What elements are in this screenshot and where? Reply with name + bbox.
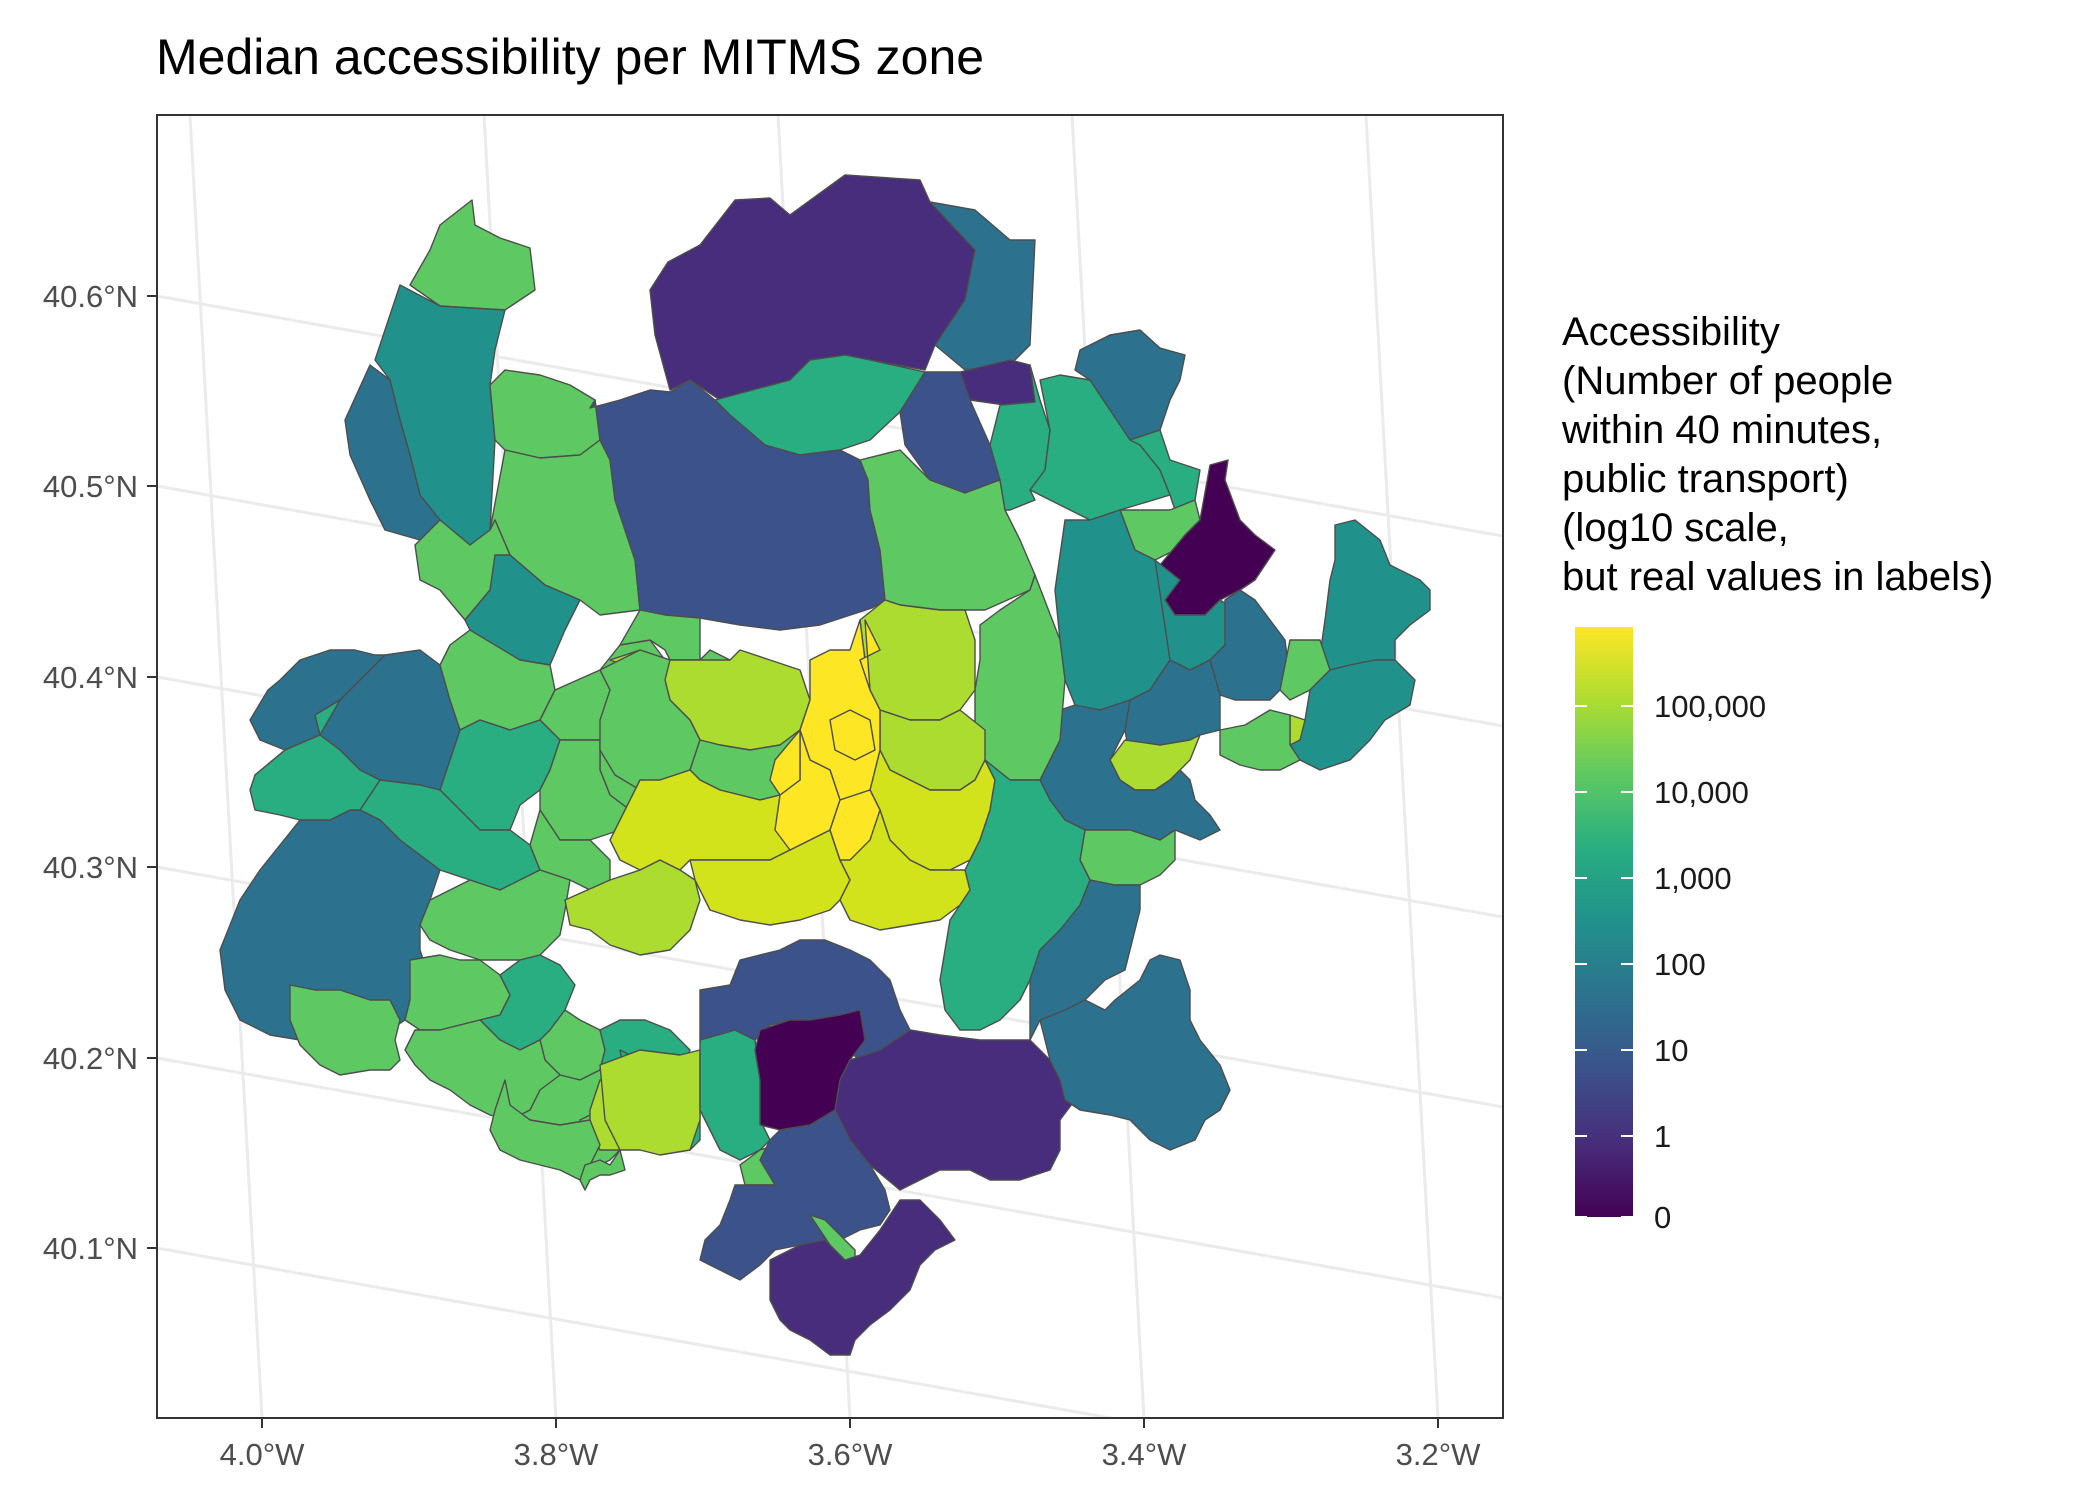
zone-center-lime-ne <box>859 599 976 721</box>
legend-title-line: within 40 minutes, <box>1562 408 1883 452</box>
legend-label: 1 <box>1654 1119 1671 1154</box>
y-tick-label: 40.5°N <box>43 469 138 504</box>
zone-sw-green-mid <box>419 869 571 961</box>
x-tick-label: 3.4°W <box>1102 1437 1187 1472</box>
legend-title-line: public transport) <box>1562 457 1849 501</box>
legend-label: 100 <box>1654 947 1706 982</box>
y-axis-labels: 40.6°N 40.5°N 40.4°N 40.3°N 40.2°N 40.1°… <box>43 279 138 1266</box>
y-tick-label: 40.1°N <box>43 1231 138 1266</box>
legend-title: Accessibility (Number of people within 4… <box>1562 308 1993 602</box>
zone-e-blue-lower <box>1029 879 1141 1041</box>
legend-label: 10,000 <box>1654 775 1749 810</box>
zone-ne-teal-top <box>1074 329 1186 441</box>
zone-w-green-4 <box>619 609 701 661</box>
legend-label: 0 <box>1654 1200 1671 1235</box>
legend-label: 10 <box>1654 1033 1688 1068</box>
panel-border <box>156 114 1504 1419</box>
legend-colorbar <box>1575 627 1633 1217</box>
zone-e-green-2 <box>974 574 1066 781</box>
zone-e-teal-lower <box>939 759 1091 1031</box>
zone-s-purple-bottom <box>769 1199 956 1356</box>
legend-ticks <box>1575 705 1633 1218</box>
legend-title-line: (log10 scale, <box>1562 506 1789 550</box>
graticule-lon-3.2 <box>1364 115 1440 1418</box>
zone-core-4 <box>859 619 881 691</box>
zone-sw-bottom <box>404 1019 561 1121</box>
graticule-lat-40.1 <box>157 1246 1119 1418</box>
y-tick-label: 40.4°N <box>43 660 138 695</box>
zone-se-blue <box>1039 954 1231 1151</box>
y-tick-label: 40.2°N <box>43 1041 138 1076</box>
zones <box>219 174 1431 1356</box>
x-tick-label: 4.0°W <box>220 1437 305 1472</box>
x-axis-ticks <box>261 1418 1439 1428</box>
legend-title-line: (Number of people <box>1562 359 1894 403</box>
legend-labels: 100,000 10,000 1,000 100 10 1 0 <box>1654 689 1766 1235</box>
graticule-lon-4.0 <box>188 115 264 1418</box>
zone-e-green-mid <box>1219 709 1301 771</box>
map-title: Median accessibility per MITMS zone <box>156 29 985 85</box>
x-tick-label: 3.2°W <box>1396 1437 1481 1472</box>
zone-sw-green-lower <box>289 984 401 1076</box>
y-tick-label: 40.3°N <box>43 850 138 885</box>
zone-core-5 <box>769 729 801 796</box>
zone-core-3 <box>829 789 881 861</box>
zone-core-6 <box>829 709 876 761</box>
x-tick-label: 3.6°W <box>808 1437 893 1472</box>
zone-sw-tail <box>579 1149 626 1191</box>
y-axis-ticks <box>147 295 157 1249</box>
zone-ne-east-teal <box>1319 519 1431 671</box>
x-tick-label: 3.8°W <box>514 1437 599 1472</box>
legend-label: 100,000 <box>1654 689 1766 724</box>
zone-west-green <box>249 679 381 821</box>
zone-sw-lime-big <box>599 1049 701 1156</box>
legend-title-line: but real values in labels) <box>1562 555 1994 599</box>
zone-e-blue <box>1209 589 1291 701</box>
y-tick-label: 40.6°N <box>43 279 138 314</box>
legend-title-line: Accessibility <box>1562 310 1780 354</box>
x-axis-labels: 4.0°W 3.8°W 3.6°W 3.4°W 3.2°W <box>220 1437 1481 1472</box>
legend-label: 1,000 <box>1654 861 1732 896</box>
